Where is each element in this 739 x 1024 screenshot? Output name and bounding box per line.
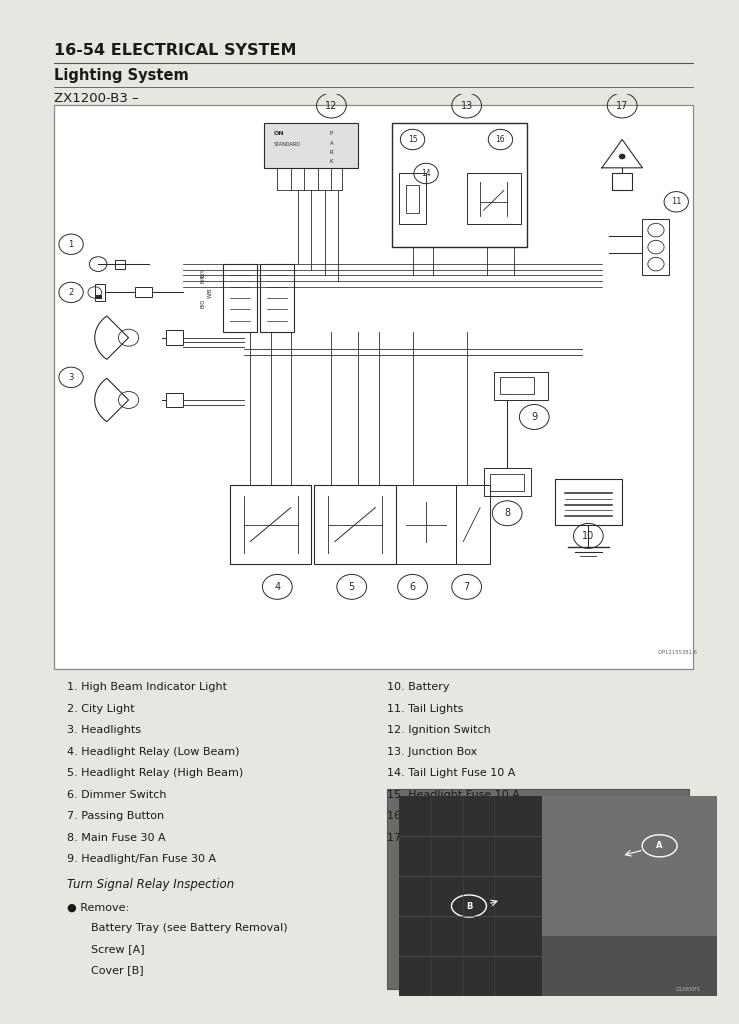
Bar — [554, 479, 622, 524]
Bar — [466, 173, 521, 224]
Text: 6: 6 — [409, 582, 415, 592]
Text: Lighting System: Lighting System — [54, 68, 188, 83]
Bar — [315, 485, 395, 564]
Text: 7: 7 — [463, 582, 470, 592]
Bar — [135, 287, 152, 297]
Bar — [399, 173, 426, 224]
Bar — [542, 796, 717, 936]
Bar — [166, 331, 183, 344]
Bar — [96, 295, 101, 299]
Bar — [95, 284, 105, 301]
Bar — [612, 173, 633, 190]
Text: P: P — [330, 131, 333, 136]
Text: R: R — [330, 150, 333, 155]
Text: 1: 1 — [69, 240, 74, 249]
Text: Battery Tray (see Battery Removal): Battery Tray (see Battery Removal) — [92, 924, 288, 934]
Text: 15. Headlight Fuse 10 A: 15. Headlight Fuse 10 A — [387, 790, 520, 800]
Text: 9: 9 — [531, 412, 537, 422]
Bar — [223, 264, 257, 332]
Bar — [230, 485, 311, 564]
Text: ● Remove:: ● Remove: — [67, 902, 129, 912]
Circle shape — [619, 154, 625, 160]
Text: Screw [A]: Screw [A] — [92, 944, 145, 954]
Text: 5: 5 — [349, 582, 355, 592]
Bar — [457, 485, 490, 564]
Text: 11: 11 — [671, 198, 681, 206]
Text: G12000F1: G12000F1 — [675, 987, 701, 992]
Text: 15: 15 — [408, 135, 418, 144]
Bar — [395, 485, 457, 564]
Text: K: K — [330, 159, 333, 164]
Bar — [483, 468, 531, 497]
Text: 2. City Light: 2. City Light — [67, 703, 135, 714]
Text: 10. Battery: 10. Battery — [387, 682, 449, 692]
Text: A: A — [656, 842, 663, 850]
Text: 17: 17 — [616, 100, 628, 111]
Text: 13: 13 — [460, 100, 473, 111]
Bar — [399, 796, 542, 996]
Text: 4: 4 — [274, 582, 280, 592]
Bar — [387, 790, 689, 989]
Bar — [115, 259, 125, 268]
Text: ON: ON — [274, 131, 285, 136]
Text: B/O: B/O — [200, 299, 205, 308]
Bar — [260, 264, 294, 332]
Text: 14: 14 — [421, 169, 431, 178]
Text: 4. Headlight Relay (Low Beam): 4. Headlight Relay (Low Beam) — [67, 746, 240, 757]
Text: 12: 12 — [325, 100, 338, 111]
Text: B/R: B/R — [200, 273, 205, 283]
Text: B: B — [466, 901, 472, 910]
Text: B/Y: B/Y — [200, 268, 205, 276]
Bar — [406, 184, 419, 213]
Text: OP12155381 6: OP12155381 6 — [658, 650, 697, 654]
Text: 12. Ignition Switch: 12. Ignition Switch — [387, 725, 491, 735]
Bar — [166, 392, 183, 407]
Text: 5. Headlight Relay (High Beam): 5. Headlight Relay (High Beam) — [67, 768, 244, 778]
Text: 11. Tail Lights: 11. Tail Lights — [387, 703, 463, 714]
Text: 16-54 ELECTRICAL SYSTEM: 16-54 ELECTRICAL SYSTEM — [54, 43, 296, 57]
Text: 3. Headlights: 3. Headlights — [67, 725, 141, 735]
Bar — [264, 123, 358, 168]
Text: STANDARD: STANDARD — [274, 142, 301, 147]
Text: 7. Passing Button: 7. Passing Button — [67, 811, 165, 821]
Bar — [392, 123, 528, 247]
Text: 17. Alternator: 17. Alternator — [387, 833, 464, 843]
Text: 3: 3 — [69, 373, 74, 382]
Text: A: A — [330, 140, 333, 145]
Text: Cover [B]: Cover [B] — [92, 966, 144, 975]
Bar — [642, 219, 670, 275]
Text: Turn Signal Relay Inspection: Turn Signal Relay Inspection — [67, 879, 234, 892]
Text: 16. Headlight Circuit Relay: 16. Headlight Circuit Relay — [387, 811, 536, 821]
Text: W/B: W/B — [207, 287, 212, 298]
Text: 14. Tail Light Fuse 10 A: 14. Tail Light Fuse 10 A — [387, 768, 515, 778]
Text: 2: 2 — [69, 288, 74, 297]
Text: 8: 8 — [504, 508, 510, 518]
Text: 16: 16 — [496, 135, 505, 144]
Text: 1. High Beam Indicator Light: 1. High Beam Indicator Light — [67, 682, 228, 692]
Text: 8. Main Fuse 30 A: 8. Main Fuse 30 A — [67, 833, 166, 843]
Text: 10: 10 — [582, 530, 594, 541]
Text: 9. Headlight/Fan Fuse 30 A: 9. Headlight/Fan Fuse 30 A — [67, 854, 217, 864]
Text: 13. Junction Box: 13. Junction Box — [387, 746, 477, 757]
Bar — [494, 372, 548, 400]
Text: ZX1200-B3 –: ZX1200-B3 – — [54, 92, 138, 104]
Bar — [542, 936, 717, 996]
Bar — [500, 377, 534, 394]
Bar — [490, 474, 524, 490]
Text: 6. Dimmer Switch: 6. Dimmer Switch — [67, 790, 167, 800]
Bar — [54, 105, 692, 670]
